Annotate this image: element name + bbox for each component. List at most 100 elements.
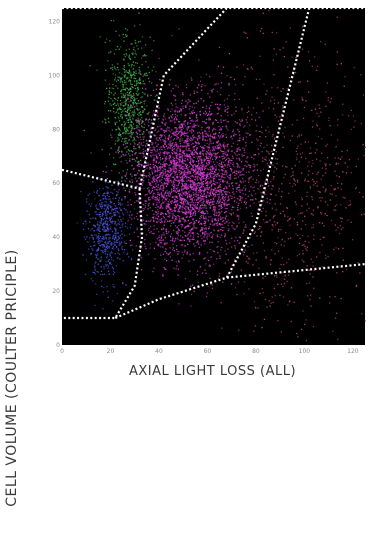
data-point	[217, 65, 219, 67]
data-point	[125, 87, 127, 89]
data-point	[197, 119, 199, 121]
data-point	[186, 103, 189, 105]
data-point	[131, 175, 133, 177]
data-point	[144, 155, 146, 158]
data-point	[195, 185, 197, 187]
data-point	[208, 228, 210, 230]
data-point	[115, 230, 117, 232]
data-point	[123, 241, 125, 243]
data-point	[128, 64, 130, 67]
data-point	[212, 173, 214, 175]
data-point	[108, 196, 110, 198]
data-point	[184, 191, 186, 193]
data-point	[271, 229, 273, 231]
data-point	[189, 254, 191, 256]
data-point	[166, 184, 168, 186]
data-point	[133, 231, 135, 233]
data-point	[206, 185, 208, 187]
data-point	[228, 160, 230, 162]
data-point	[200, 193, 202, 195]
data-point	[154, 164, 156, 166]
data-point	[112, 237, 114, 239]
data-point	[228, 185, 230, 187]
data-point	[163, 232, 165, 234]
data-point	[122, 110, 124, 112]
data-point	[107, 246, 110, 248]
data-point	[123, 108, 125, 110]
data-point	[187, 140, 189, 142]
data-point	[124, 100, 127, 103]
data-point	[173, 187, 175, 190]
data-point	[175, 206, 177, 208]
data-point	[154, 171, 156, 173]
data-point	[157, 149, 159, 151]
data-point	[245, 201, 248, 203]
data-point	[327, 97, 329, 99]
data-point	[357, 158, 359, 160]
data-point	[292, 178, 295, 180]
data-point	[297, 145, 299, 147]
data-point	[113, 234, 115, 236]
data-point	[164, 136, 166, 138]
data-point	[216, 222, 219, 224]
data-point	[238, 153, 240, 156]
data-point	[100, 203, 103, 205]
data-point	[104, 222, 106, 224]
data-point	[288, 77, 291, 79]
data-point	[167, 220, 169, 222]
data-point	[256, 164, 258, 166]
data-point	[131, 63, 133, 66]
data-point	[205, 131, 207, 133]
data-point	[202, 232, 204, 234]
data-point	[344, 162, 346, 164]
data-point	[208, 177, 210, 180]
data-point	[187, 237, 189, 239]
data-point	[105, 247, 107, 249]
data-point	[152, 163, 154, 166]
data-point	[124, 141, 126, 143]
data-point	[142, 152, 145, 154]
data-point	[148, 81, 151, 83]
data-point	[121, 83, 124, 85]
data-point	[276, 163, 278, 165]
data-point	[139, 217, 142, 219]
data-point	[325, 188, 327, 190]
data-point	[107, 117, 110, 120]
data-point	[196, 142, 198, 145]
data-point	[168, 179, 170, 181]
data-point	[158, 201, 160, 203]
data-point	[171, 104, 174, 106]
data-point	[167, 174, 170, 176]
data-point	[155, 221, 158, 223]
data-point	[160, 203, 163, 205]
data-point	[181, 211, 183, 214]
data-point	[147, 229, 150, 232]
data-point	[207, 172, 209, 174]
data-point	[132, 140, 134, 142]
data-point	[192, 196, 195, 199]
data-point	[156, 180, 158, 182]
data-point	[132, 102, 134, 104]
data-point	[195, 102, 197, 104]
data-point	[153, 157, 155, 159]
data-point	[135, 53, 137, 56]
data-point	[184, 219, 186, 221]
data-point	[147, 208, 149, 210]
data-point	[202, 183, 204, 185]
data-point	[294, 180, 296, 182]
data-point	[135, 119, 137, 121]
data-point	[255, 130, 257, 132]
data-point	[179, 167, 181, 169]
data-point	[206, 182, 208, 184]
data-point	[186, 171, 188, 174]
data-point	[195, 190, 197, 192]
data-point	[270, 100, 272, 102]
data-point	[252, 252, 255, 254]
data-point	[183, 186, 185, 188]
data-point	[309, 147, 312, 149]
data-point	[200, 129, 203, 131]
data-point	[99, 36, 101, 38]
data-point	[244, 244, 247, 246]
data-point	[172, 167, 174, 169]
data-point	[238, 147, 240, 149]
